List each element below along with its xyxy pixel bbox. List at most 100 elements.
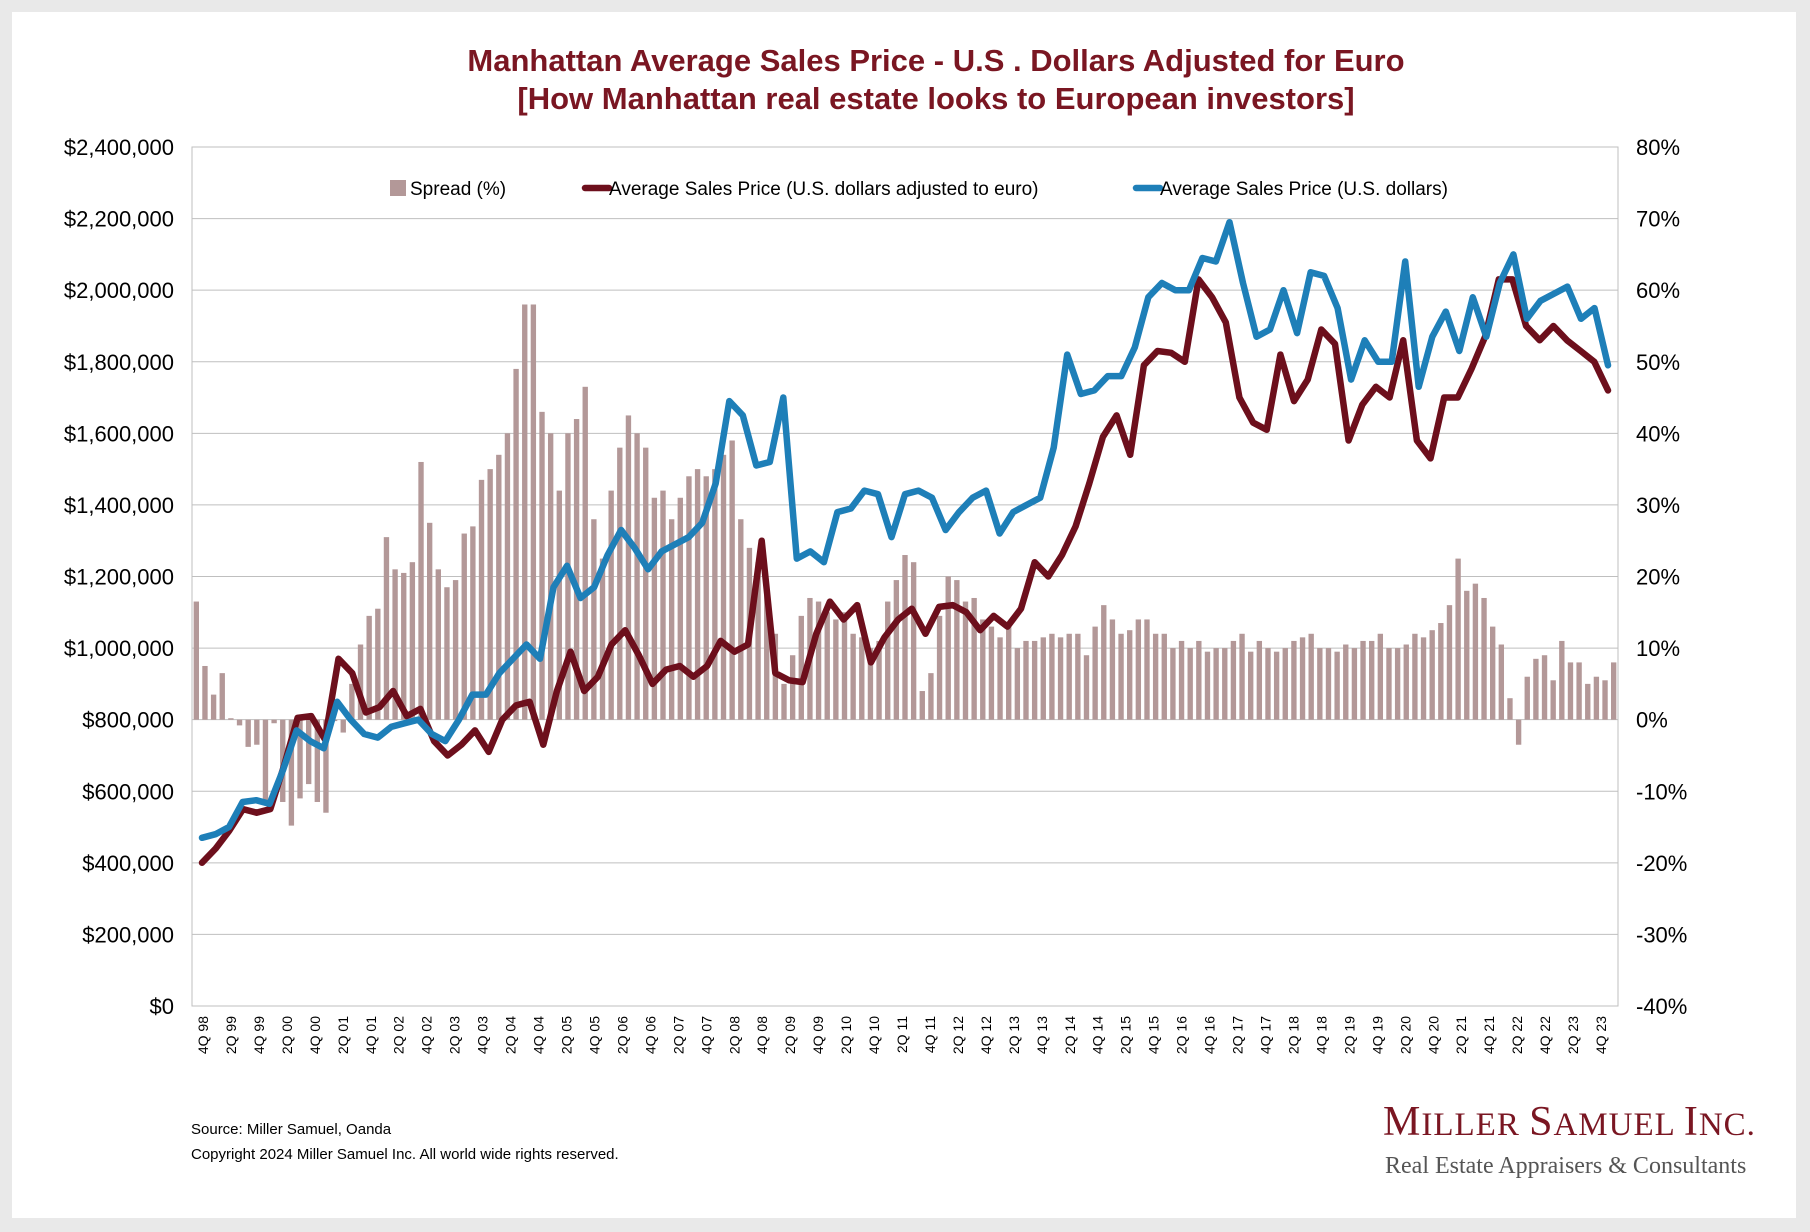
spread-bar bbox=[1403, 644, 1409, 720]
x-axis-tick-label: 2Q 07 bbox=[670, 1016, 686, 1054]
chart-title: Manhattan Average Sales Price - U.S . Do… bbox=[0, 42, 1810, 118]
spread-bar bbox=[643, 447, 649, 720]
spread-bar bbox=[867, 648, 874, 720]
x-axis-tick-label: 2Q 04 bbox=[503, 1016, 519, 1054]
left-axis-tick-label: $1,600,000 bbox=[64, 421, 174, 446]
spread-bar bbox=[885, 601, 891, 720]
spread-bar bbox=[997, 637, 1003, 720]
x-axis-tick-label: 2Q 01 bbox=[335, 1016, 351, 1054]
spread-bar bbox=[1317, 648, 1323, 720]
x-axis-tick-label: 2Q 23 bbox=[1565, 1016, 1581, 1054]
spread-bar bbox=[625, 415, 632, 720]
spread-bar bbox=[1066, 633, 1072, 720]
spread-bar bbox=[1196, 640, 1202, 720]
logo-text-part: I bbox=[1683, 1099, 1699, 1145]
spread-bar bbox=[591, 519, 597, 720]
x-axis-tick-label: 4Q 19 bbox=[1369, 1016, 1385, 1054]
x-axis-tick-label: 4Q 98 bbox=[195, 1016, 211, 1054]
spread-bar bbox=[228, 718, 234, 720]
right-axis-tick-label: 20% bbox=[1636, 565, 1680, 590]
logo-text-part: M bbox=[1383, 1099, 1422, 1145]
spread-bar bbox=[297, 719, 303, 799]
spread-bar bbox=[375, 608, 381, 720]
x-axis-tick-label: 2Q 11 bbox=[894, 1016, 910, 1053]
x-axis-tick-label: 4Q 10 bbox=[866, 1016, 882, 1054]
company-logo: MILLER SAMUEL INC. bbox=[1383, 1098, 1756, 1146]
spread-bar bbox=[1369, 640, 1375, 720]
spread-bar bbox=[1291, 640, 1297, 720]
spread-bar bbox=[971, 597, 977, 720]
logo-text-part: ILLER bbox=[1421, 1107, 1530, 1143]
spread-bar bbox=[262, 719, 269, 805]
spread-bar bbox=[418, 461, 424, 720]
x-axis-tick-label: 4Q 18 bbox=[1313, 1016, 1329, 1054]
spread-bar bbox=[1429, 630, 1435, 720]
spread-bar bbox=[1152, 633, 1159, 720]
spread-bar bbox=[1144, 619, 1150, 720]
spread-bar bbox=[1394, 648, 1401, 720]
spread-bar bbox=[1351, 648, 1358, 720]
spread-bar bbox=[271, 719, 277, 724]
spread-bar bbox=[815, 601, 822, 720]
spread-bar bbox=[1490, 626, 1496, 720]
spread-bar bbox=[392, 569, 398, 720]
usd-price-line bbox=[198, 218, 1612, 842]
right-axis-tick-label: 0% bbox=[1636, 708, 1668, 733]
spread-bar bbox=[1248, 651, 1254, 720]
company-tagline: Real Estate Appraisers & Consultants bbox=[1385, 1153, 1747, 1179]
spread-bar bbox=[1213, 648, 1219, 720]
x-axis-tick-label: 2Q 21 bbox=[1453, 1016, 1469, 1054]
spread-bar bbox=[850, 633, 856, 720]
spread-bar bbox=[1481, 597, 1487, 720]
x-axis-tick-label: 4Q 15 bbox=[1146, 1016, 1162, 1054]
spread-bar bbox=[859, 637, 865, 720]
right-axis-tick-label: 80% bbox=[1636, 135, 1680, 160]
x-axis-tick-label: 4Q 06 bbox=[642, 1016, 658, 1054]
spread-bar bbox=[470, 526, 476, 720]
spread-bar bbox=[1057, 637, 1064, 720]
spread-bar bbox=[254, 719, 260, 745]
x-axis-tick-label: 2Q 03 bbox=[447, 1016, 463, 1054]
spread-bar bbox=[435, 569, 441, 720]
x-axis-tick-label: 2Q 99 bbox=[223, 1016, 239, 1054]
spread-bar bbox=[1412, 633, 1418, 720]
spread-bar bbox=[1273, 651, 1280, 720]
spread-bar bbox=[980, 619, 986, 720]
spread-bar bbox=[755, 562, 761, 720]
spread-bar bbox=[565, 433, 571, 720]
spread-bar bbox=[1567, 662, 1574, 720]
spread-bar bbox=[824, 612, 830, 720]
spread-bar bbox=[1472, 583, 1479, 720]
spread-bar bbox=[401, 572, 407, 720]
x-axis-tick-label: 2Q 10 bbox=[838, 1016, 854, 1054]
left-axis-tick-label: $1,400,000 bbox=[64, 493, 174, 518]
spread-bar bbox=[660, 490, 666, 720]
spread-bar bbox=[954, 580, 960, 720]
spread-bar bbox=[556, 490, 562, 720]
logo-text-part: S bbox=[1529, 1099, 1554, 1145]
spread-bar bbox=[426, 522, 433, 720]
left-axis-tick-label: $2,200,000 bbox=[64, 207, 174, 232]
x-axis-tick-label: 2Q 22 bbox=[1509, 1016, 1525, 1054]
spread-bar bbox=[305, 719, 312, 785]
spread-bar bbox=[686, 476, 692, 720]
spread-bar bbox=[1515, 719, 1522, 745]
legend-label: Average Sales Price (U.S. dollars adjust… bbox=[609, 179, 1038, 200]
x-axis-tick-label: 4Q 05 bbox=[587, 1016, 603, 1054]
spread-bar bbox=[893, 580, 900, 720]
spread-bar bbox=[1135, 619, 1142, 720]
spread-bar bbox=[1101, 605, 1107, 720]
spread-bar bbox=[210, 694, 217, 720]
x-axis-tick-label: 4Q 00 bbox=[307, 1016, 323, 1054]
x-axis-tick-label: 2Q 15 bbox=[1118, 1016, 1134, 1054]
spread-bar bbox=[1023, 640, 1029, 720]
copyright-note: Copyright 2024 Miller Samuel Inc. All wo… bbox=[191, 1146, 619, 1163]
x-axis-tick-label: 2Q 13 bbox=[1006, 1016, 1022, 1054]
spread-bar bbox=[1524, 676, 1530, 720]
spread-bar bbox=[193, 601, 200, 720]
spread-bar bbox=[712, 469, 718, 720]
spread-bar bbox=[513, 368, 519, 720]
spread-bar bbox=[1559, 640, 1565, 720]
x-axis-tick-label: 4Q 09 bbox=[810, 1016, 826, 1054]
